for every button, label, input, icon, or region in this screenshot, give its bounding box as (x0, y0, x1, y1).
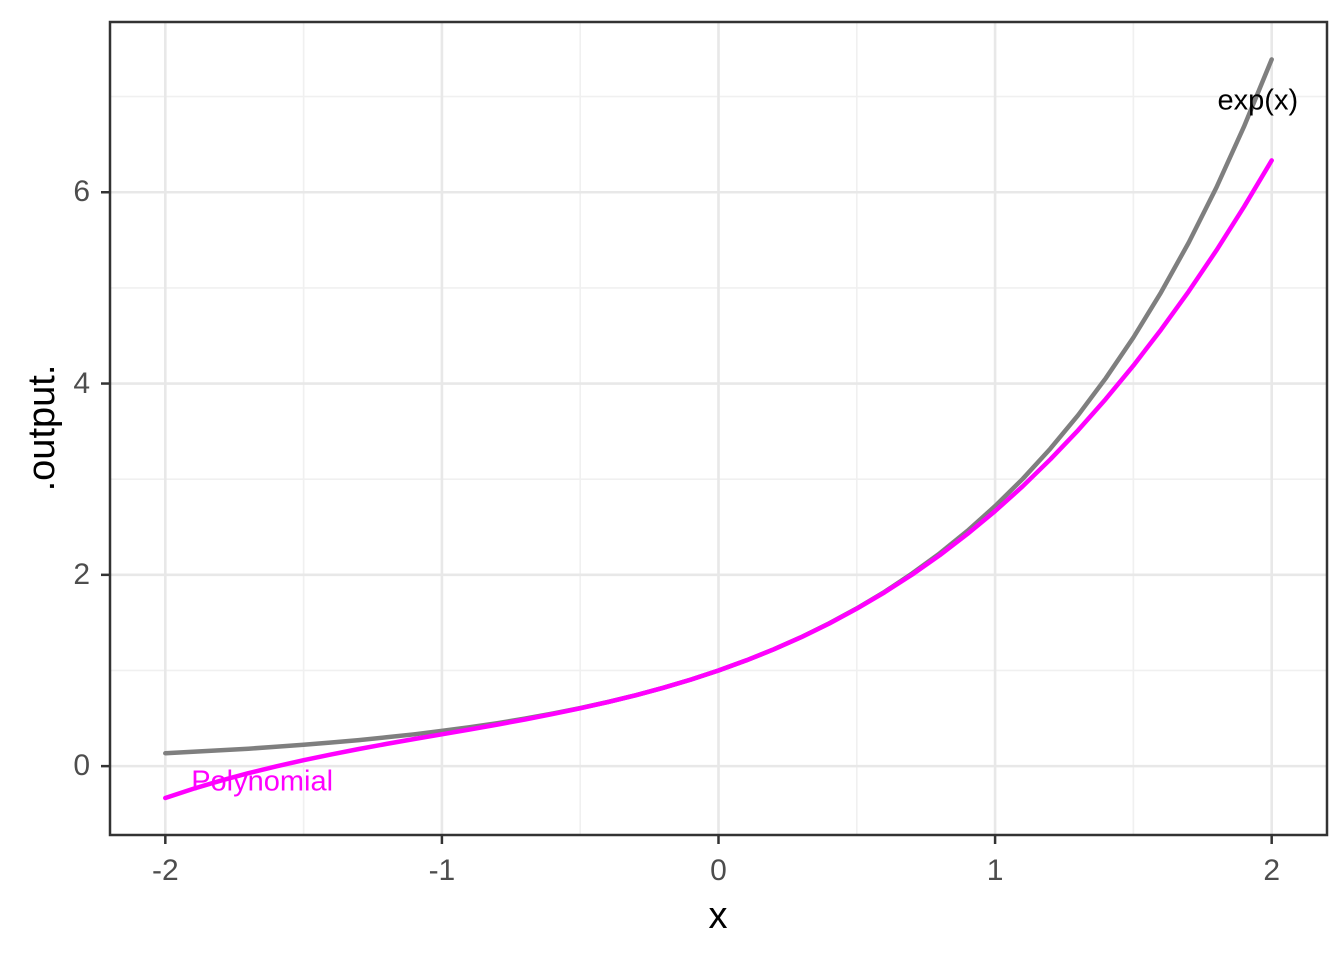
y-tick-label: 4 (73, 366, 90, 400)
x-tick-label: 2 (1263, 854, 1281, 887)
y-tick-label: 6 (73, 175, 90, 209)
polynomial-curve (163, 158, 1274, 801)
y-tick-label: 0 (73, 749, 90, 783)
x-tick-label: -2 (151, 854, 179, 887)
exp-curve-label: exp(x) (1217, 84, 1299, 117)
x-tick-label: 0 (710, 854, 727, 887)
y-tick-label: 2 (73, 557, 90, 591)
x-tick-label: 1 (986, 854, 1004, 887)
polynomial-curve-label: Polynomial (191, 765, 334, 798)
y-axis-title: .output. (21, 364, 63, 492)
x-tick-label: -1 (428, 854, 456, 887)
x-axis-title: x (708, 895, 728, 937)
